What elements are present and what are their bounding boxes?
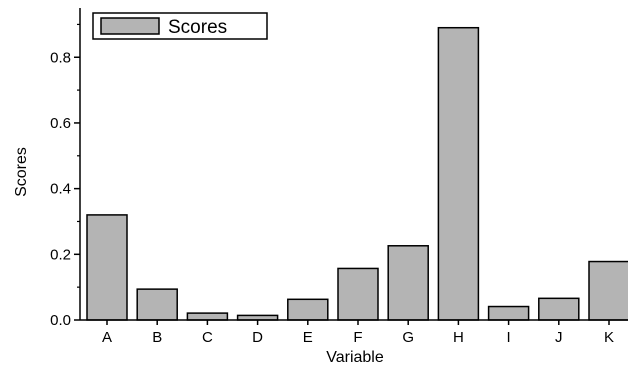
bar-E: [287, 298, 329, 321]
x-tick-label: J: [555, 329, 563, 346]
x-tick-label: E: [303, 329, 313, 346]
bar-J: [538, 297, 580, 321]
bar-A: [86, 214, 128, 321]
legend-swatch: [100, 17, 160, 35]
y-tick-label: 0.0: [50, 312, 71, 329]
x-tick-label: K: [604, 329, 614, 346]
bar-K: [588, 260, 628, 321]
bar-F: [337, 267, 379, 321]
x-axis: A B C D E F G H I J K: [80, 319, 628, 346]
legend: Scores: [92, 12, 268, 40]
bar-B: [136, 288, 178, 321]
x-tick-label: A: [102, 329, 112, 346]
x-tick-label: C: [202, 329, 213, 346]
x-tick-label: I: [507, 329, 511, 346]
bar-C: [186, 312, 229, 321]
y-axis-title: Scores: [13, 147, 30, 197]
legend-label: Scores: [168, 17, 227, 38]
plot-area: [86, 26, 628, 321]
y-tick-label: 0.2: [50, 246, 71, 263]
x-tick-label: D: [252, 329, 263, 346]
y-tick-label: 0.6: [50, 115, 71, 132]
bar-I: [487, 305, 530, 321]
x-axis-title: Variable: [326, 349, 384, 366]
bar-G: [387, 245, 429, 321]
x-tick-label: F: [353, 329, 362, 346]
y-tick-label: 0.4: [50, 181, 71, 198]
x-tick-label: G: [402, 329, 414, 346]
y-axis: 0.0 0.2 0.4 0.6 0.8: [50, 8, 81, 329]
y-tick-label: 0.8: [50, 49, 71, 66]
bar-H: [437, 26, 480, 321]
x-tick-label: B: [152, 329, 162, 346]
x-tick-label: H: [453, 329, 464, 346]
